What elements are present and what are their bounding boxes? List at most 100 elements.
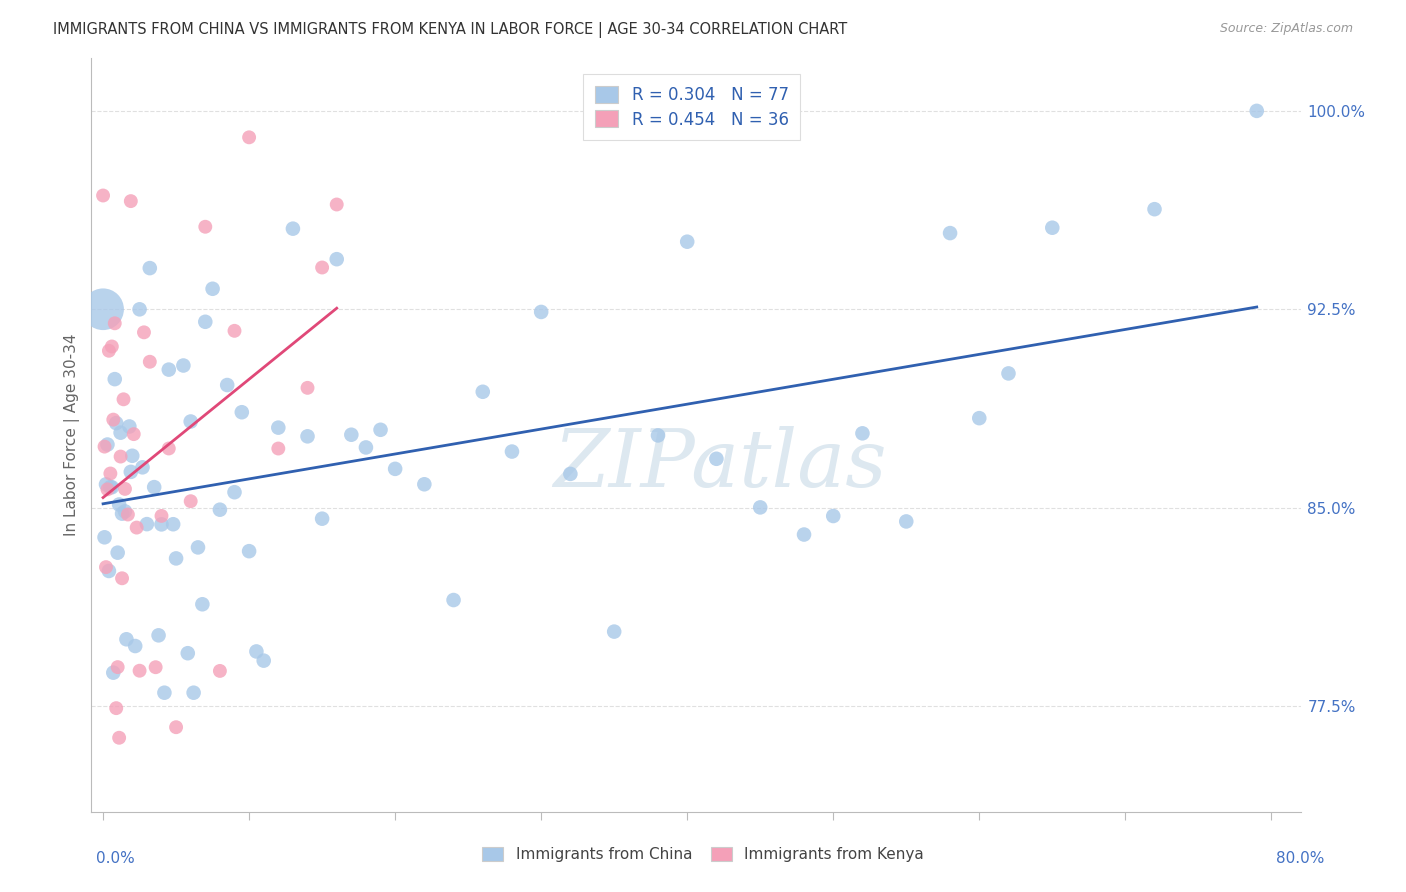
Point	[105, 701, 128, 715]
Point	[128, 664, 150, 678]
Point	[105, 416, 128, 430]
Point	[139, 261, 162, 276]
Point	[297, 429, 319, 443]
Point	[180, 415, 202, 429]
Point	[131, 460, 153, 475]
Point	[194, 219, 217, 234]
Point	[851, 426, 873, 441]
Point	[143, 480, 166, 494]
Point	[114, 504, 136, 518]
Point	[311, 511, 333, 525]
Point	[187, 541, 209, 555]
Point	[132, 326, 155, 340]
Point	[112, 392, 135, 407]
Point	[603, 624, 626, 639]
Point	[108, 731, 131, 745]
Point	[325, 197, 347, 211]
Point	[172, 359, 194, 373]
Point	[157, 362, 180, 376]
Point	[370, 423, 392, 437]
Point	[120, 465, 142, 479]
Point	[1040, 220, 1063, 235]
Point	[104, 372, 127, 386]
Point	[1143, 202, 1166, 217]
Point	[224, 324, 246, 338]
Point	[281, 221, 304, 235]
Point	[647, 428, 669, 442]
Point	[325, 252, 347, 267]
Point	[96, 437, 118, 451]
Point	[793, 527, 815, 541]
Point	[165, 720, 187, 734]
Text: ZIPatlas: ZIPatlas	[554, 426, 887, 504]
Point	[997, 367, 1019, 381]
Point	[253, 654, 276, 668]
Point	[111, 507, 134, 521]
Point	[297, 381, 319, 395]
Point	[96, 483, 118, 497]
Point	[939, 226, 962, 240]
Point	[117, 508, 139, 522]
Point	[413, 477, 436, 491]
Point	[217, 378, 239, 392]
Point	[224, 485, 246, 500]
Point	[124, 639, 146, 653]
Point	[501, 444, 523, 458]
Point	[162, 517, 184, 532]
Point	[101, 480, 124, 494]
Point	[97, 343, 120, 358]
Point	[153, 686, 176, 700]
Point	[231, 405, 253, 419]
Text: IMMIGRANTS FROM CHINA VS IMMIGRANTS FROM KENYA IN LABOR FORCE | AGE 30-34 CORREL: IMMIGRANTS FROM CHINA VS IMMIGRANTS FROM…	[53, 22, 848, 38]
Point	[311, 260, 333, 275]
Point	[150, 508, 173, 523]
Point	[122, 427, 145, 442]
Point	[100, 480, 122, 494]
Point	[177, 646, 200, 660]
Point	[103, 665, 125, 680]
Point	[91, 188, 114, 202]
Point	[238, 544, 260, 558]
Point	[1246, 103, 1268, 118]
Point	[94, 477, 117, 491]
Point	[560, 467, 582, 481]
Point	[121, 449, 143, 463]
Point	[103, 412, 125, 426]
Point	[749, 500, 772, 515]
Point	[110, 425, 132, 440]
Point	[115, 632, 138, 647]
Point	[120, 194, 142, 208]
Legend: R = 0.304   N = 77, R = 0.454   N = 36: R = 0.304 N = 77, R = 0.454 N = 36	[583, 74, 800, 140]
Point	[94, 560, 117, 574]
Point	[354, 441, 377, 455]
Point	[107, 546, 129, 560]
Point	[208, 502, 231, 516]
Point	[180, 494, 202, 508]
Point	[443, 593, 465, 607]
Point	[676, 235, 699, 249]
Point	[139, 355, 162, 369]
Point	[93, 440, 115, 454]
Point	[150, 517, 173, 532]
Point	[93, 530, 115, 544]
Point	[100, 467, 122, 481]
Point	[110, 450, 132, 464]
Point	[194, 315, 217, 329]
Point	[145, 660, 167, 674]
Point	[201, 282, 224, 296]
Point	[267, 442, 290, 456]
Point	[104, 316, 127, 330]
Point	[183, 686, 205, 700]
Point	[107, 660, 129, 674]
Text: Source: ZipAtlas.com: Source: ZipAtlas.com	[1219, 22, 1353, 36]
Y-axis label: In Labor Force | Age 30-34: In Labor Force | Age 30-34	[65, 334, 80, 536]
Point	[823, 508, 845, 523]
Text: 80.0%: 80.0%	[1277, 851, 1324, 865]
Point	[245, 644, 267, 658]
Point	[157, 442, 180, 456]
Point	[706, 451, 728, 466]
Legend: Immigrants from China, Immigrants from Kenya: Immigrants from China, Immigrants from K…	[477, 840, 929, 868]
Text: 0.0%: 0.0%	[96, 851, 135, 865]
Point	[191, 597, 214, 611]
Point	[128, 302, 150, 317]
